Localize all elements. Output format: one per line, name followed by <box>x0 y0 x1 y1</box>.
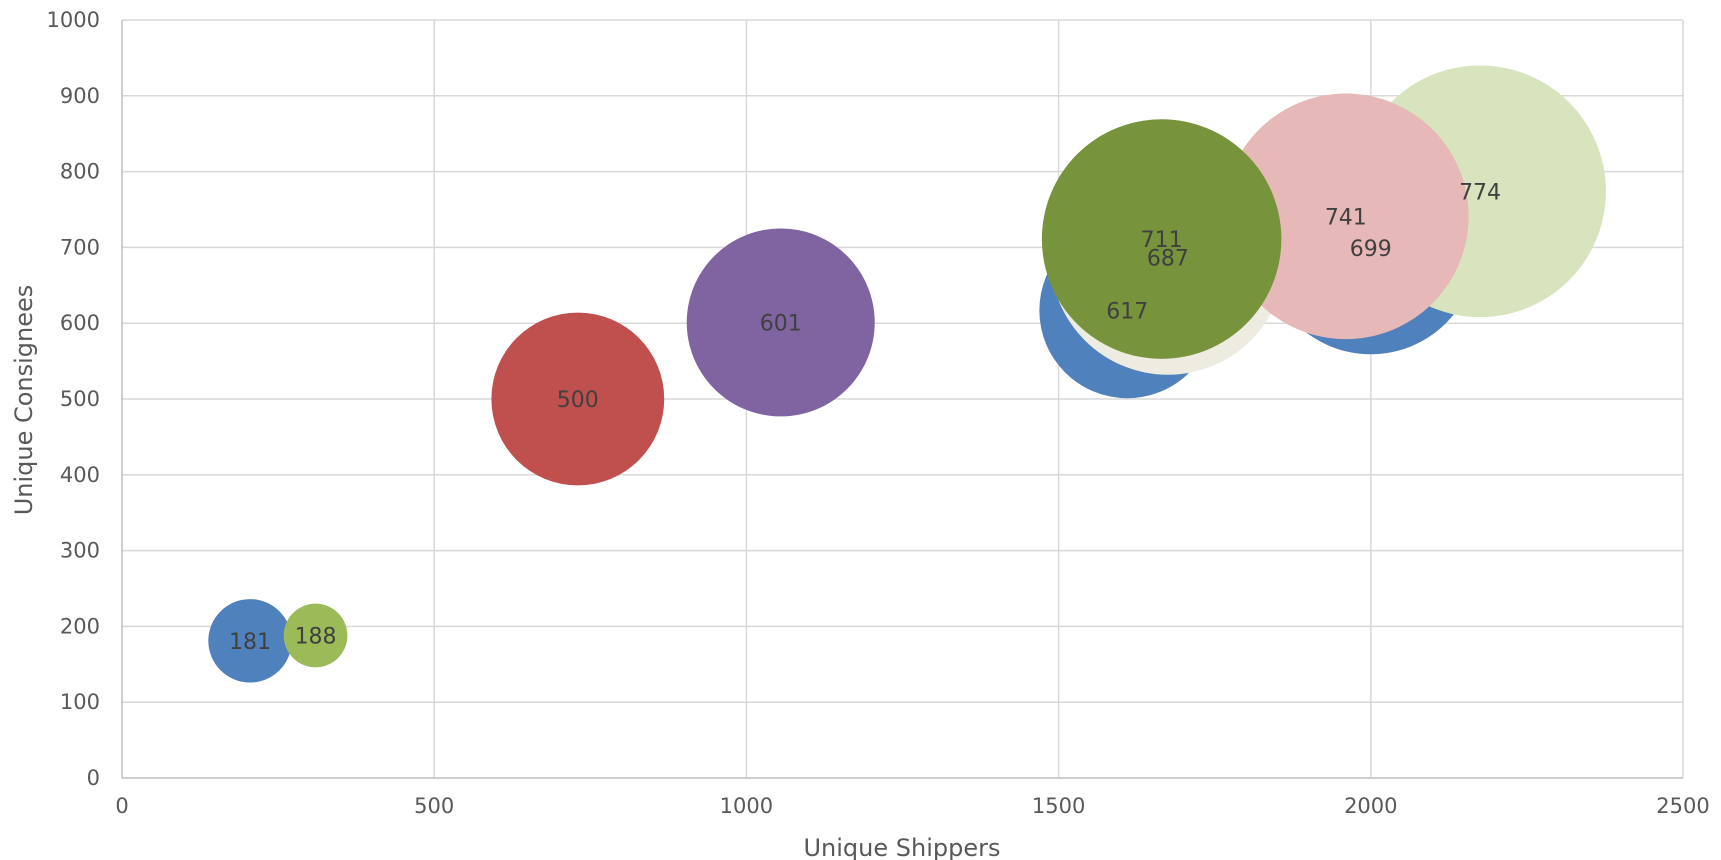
bubble-data-label: 741 <box>1325 205 1367 230</box>
y-tick-label: 400 <box>60 463 100 487</box>
bubble-data-label: 617 <box>1106 299 1148 324</box>
y-tick-label: 1000 <box>47 8 100 32</box>
bubble-data-label: 711 <box>1141 228 1183 253</box>
x-tick-label: 2000 <box>1344 794 1397 818</box>
grid-lines <box>122 19 1684 778</box>
y-axis-title: Unique Consignees <box>10 285 38 516</box>
bubble <box>283 603 348 668</box>
bubble-data-label: 687 <box>1147 246 1189 271</box>
bubble <box>208 599 292 683</box>
y-tick-label: 100 <box>60 690 100 714</box>
y-tick-label: 300 <box>60 539 100 563</box>
x-tick-label: 0 <box>115 794 128 818</box>
bubble-data-label: 500 <box>557 388 599 413</box>
x-tick-label: 1500 <box>1032 794 1085 818</box>
bubble-data-label: 188 <box>295 624 337 649</box>
tick-labels: 0 100 200 300 400 500 600 700 800 900 1000 0 500 1000… <box>47 8 1710 818</box>
bubble-data-label: 699 <box>1350 237 1392 262</box>
y-tick-label: 800 <box>60 160 100 184</box>
bubble <box>1041 119 1282 359</box>
bubble <box>491 312 665 486</box>
y-tick-label: 500 <box>60 387 100 411</box>
bubble-data-label: 774 <box>1459 180 1501 205</box>
y-tick-label: 0 <box>87 766 100 790</box>
y-tick-label: 600 <box>60 311 100 335</box>
y-tick-label: 900 <box>60 84 100 108</box>
bubble-data-label: 601 <box>760 311 802 336</box>
axes <box>121 20 1683 779</box>
bubble <box>686 228 875 417</box>
bubble <box>1223 93 1469 340</box>
x-tick-label: 1000 <box>720 794 773 818</box>
bubble-data-label: 181 <box>229 630 271 655</box>
y-tick-label: 700 <box>60 235 100 259</box>
x-axis-title: Unique Shippers <box>803 834 1000 860</box>
y-tick-label: 200 <box>60 614 100 638</box>
bubble-series: 181 188 500 601 617 699 687 774 741 711 <box>208 65 1606 683</box>
x-tick-label: 2500 <box>1656 794 1709 818</box>
x-tick-label: 500 <box>414 794 454 818</box>
